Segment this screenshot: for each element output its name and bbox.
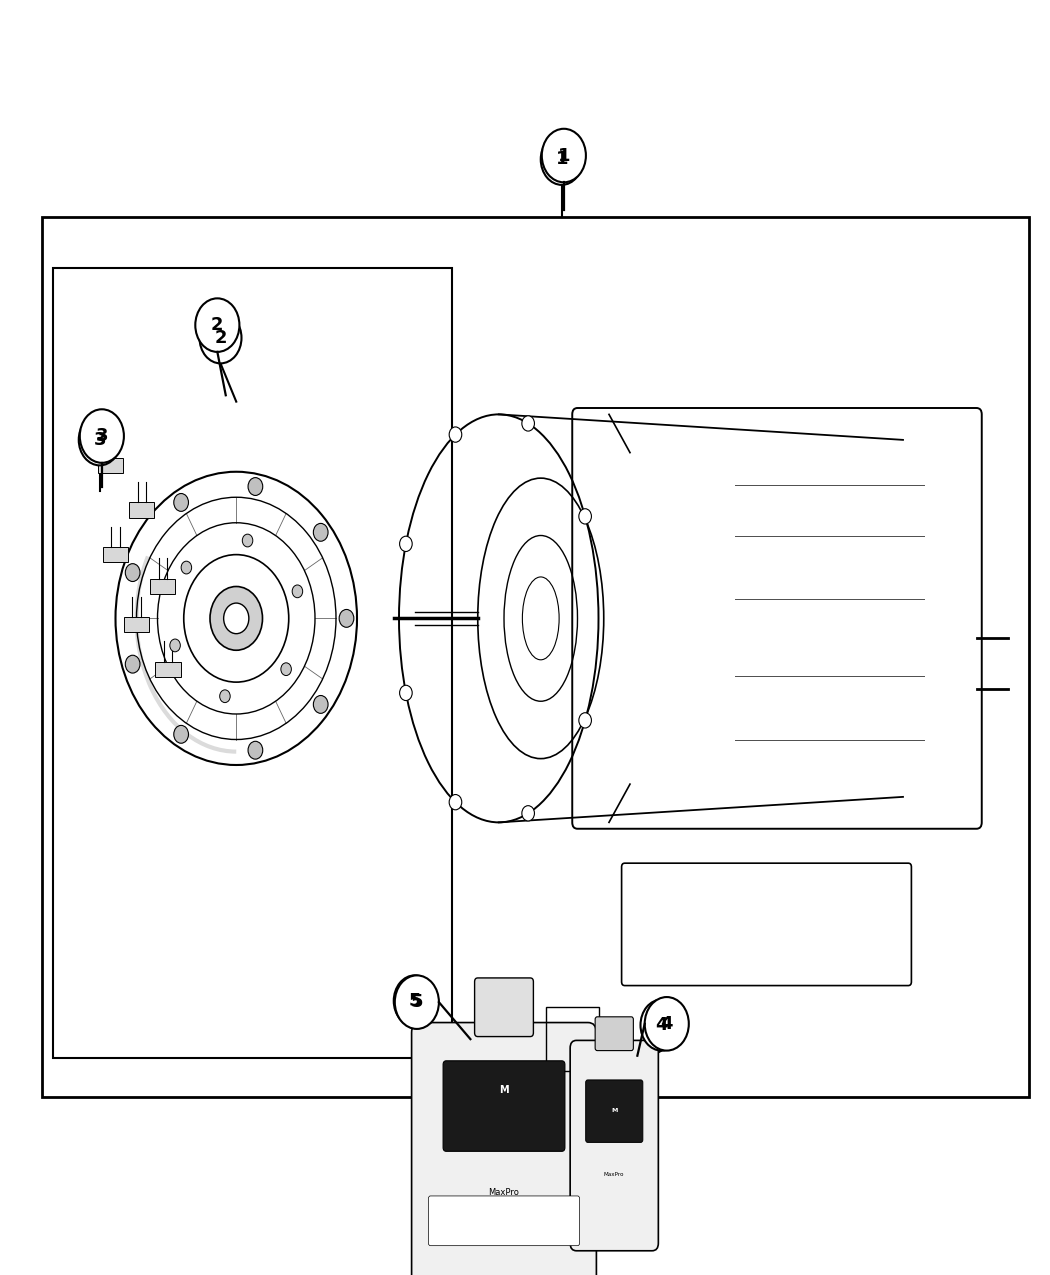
Circle shape <box>224 603 249 634</box>
Circle shape <box>542 129 586 182</box>
Circle shape <box>79 414 121 465</box>
FancyBboxPatch shape <box>586 1080 643 1142</box>
Circle shape <box>339 609 354 627</box>
Text: 4: 4 <box>655 1016 668 1034</box>
Circle shape <box>210 586 262 650</box>
Circle shape <box>645 997 689 1051</box>
Text: 2: 2 <box>214 329 227 347</box>
Text: M: M <box>499 1085 509 1095</box>
FancyBboxPatch shape <box>428 1196 580 1246</box>
Circle shape <box>182 561 192 574</box>
Text: M: M <box>611 1108 617 1113</box>
Bar <box>42 217 1029 1096</box>
FancyBboxPatch shape <box>595 1017 633 1051</box>
Circle shape <box>400 685 413 700</box>
Circle shape <box>394 975 436 1026</box>
Text: 1: 1 <box>558 147 570 164</box>
Bar <box>98 458 123 473</box>
Bar <box>103 547 128 562</box>
Text: 5: 5 <box>411 993 423 1011</box>
Circle shape <box>400 537 413 552</box>
Circle shape <box>195 298 239 352</box>
Circle shape <box>541 134 583 185</box>
Circle shape <box>243 534 253 547</box>
Circle shape <box>292 585 302 598</box>
Text: 4: 4 <box>660 1015 673 1033</box>
Text: 5: 5 <box>408 992 421 1010</box>
Circle shape <box>174 493 189 511</box>
FancyBboxPatch shape <box>475 978 533 1037</box>
Circle shape <box>280 663 291 676</box>
Text: 1: 1 <box>555 150 568 168</box>
Circle shape <box>449 794 462 810</box>
Text: 3: 3 <box>96 427 108 445</box>
Text: 2: 2 <box>211 316 224 334</box>
Circle shape <box>579 713 591 728</box>
Circle shape <box>522 416 534 431</box>
Circle shape <box>80 409 124 463</box>
Circle shape <box>313 695 328 713</box>
Text: MaxPro: MaxPro <box>604 1172 625 1177</box>
Circle shape <box>579 509 591 524</box>
Circle shape <box>125 655 140 673</box>
Circle shape <box>395 975 439 1029</box>
FancyBboxPatch shape <box>412 1023 596 1275</box>
FancyBboxPatch shape <box>570 1040 658 1251</box>
Text: MaxPro: MaxPro <box>488 1187 520 1197</box>
Bar <box>155 662 181 677</box>
Circle shape <box>449 427 462 442</box>
Bar <box>52 268 452 1058</box>
Bar <box>150 579 175 594</box>
Circle shape <box>200 312 242 363</box>
Bar <box>129 502 154 518</box>
Text: 3: 3 <box>93 431 106 449</box>
Circle shape <box>173 725 188 743</box>
Circle shape <box>248 741 262 759</box>
Circle shape <box>125 564 140 581</box>
Circle shape <box>640 1000 682 1051</box>
Circle shape <box>170 639 181 652</box>
FancyBboxPatch shape <box>443 1061 565 1151</box>
Circle shape <box>313 524 328 542</box>
Circle shape <box>219 690 230 703</box>
Circle shape <box>248 478 262 496</box>
Bar <box>124 617 149 632</box>
Circle shape <box>522 806 534 821</box>
